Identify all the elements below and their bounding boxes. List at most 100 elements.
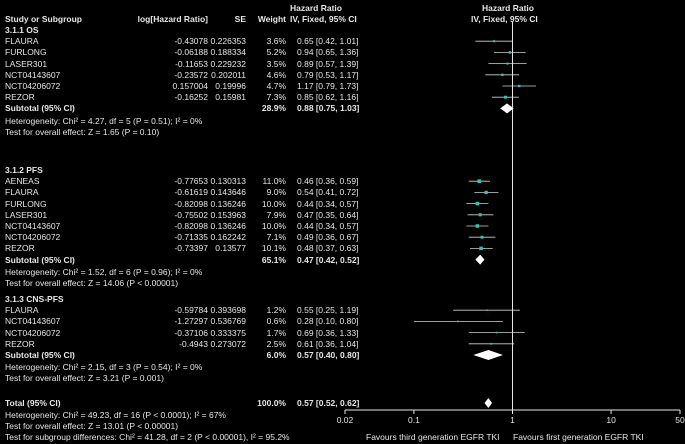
study-loghr: -1.27297 [174,316,208,327]
total-diamond [484,398,493,408]
study-se: 0.333375 [210,327,246,338]
overall-effect: Test for overall effect: Z = 3.21 (P = 0… [5,373,164,384]
study-ci: 0.89 [0.57, 1.39] [297,58,359,69]
study-se: 0.536769 [210,316,246,327]
study-weight: 5.2% [266,47,286,58]
study-weight: 11.0% [262,176,286,187]
total-heterogeneity: Heterogeneity: Chi² = 49.23, df = 16 (P … [5,410,226,420]
study-ci: 0.47 [0.35, 0.64] [297,209,359,220]
study-name: LASER301 [5,58,48,69]
study-weight: 10.0% [261,221,286,231]
point-1-1 [484,190,488,195]
group-title: 3.1.1 OS [5,25,39,35]
header-hr-line1: Hazard Ratio [290,3,342,13]
x-tick-label-3: 10 [606,415,616,425]
study-se: 0.162242 [210,232,246,243]
header-hr-line2: IV, Fixed, 95% CI [290,14,357,24]
study-ci: 0.85 [0.62, 1.16] [297,92,359,103]
point-2-1 [457,320,459,323]
subtotal-label: Subtotal (95% CI) [5,350,75,360]
study-loghr: -0.61619 [174,187,208,198]
study-weight: 0.6% [266,316,286,327]
study-loghr: -0.37106 [174,327,208,338]
x-tick-label-2: 1 [510,415,515,425]
study-weight: 4.6% [266,69,286,80]
study-ci: 0.44 [0.34, 0.57] [297,198,359,209]
study-se: 0.143646 [210,187,246,198]
study-weight: 7.9% [266,209,286,220]
point-0-5 [504,95,508,99]
subtotal-ci: 0.57 [0.40, 0.80] [297,350,360,360]
study-loghr: -0.82098 [174,221,208,231]
study-se: 0.226353 [210,36,246,47]
study-se: 0.153963 [210,209,246,220]
study-name: AENEAS [5,176,40,187]
x-tick-label-0: 0.02 [337,415,354,425]
study-loghr: -0.75502 [174,209,208,220]
point-0-1 [508,51,512,54]
study-ci: 0.46 [0.36, 0.59] [297,176,359,187]
study-se: 0.13577 [215,243,246,254]
study-se: 0.188334 [210,47,246,58]
study-weight: 3.5% [266,58,286,69]
subtotal-label: Subtotal (95% CI) [5,254,75,265]
study-loghr: 0.157004 [172,81,208,91]
total-ci: 0.57 [0.52, 0.62] [297,398,360,408]
total-overall-effect: Test for overall effect: Z = 13.01 (P < … [5,421,179,431]
study-loghr: -0.06188 [174,47,208,58]
study-name: NCT04206072 [5,327,61,338]
study-ci: 0.79 [0.53, 1.17] [297,69,359,80]
study-weight: 10.0% [261,198,286,209]
x-tick-label-4: 50 [675,415,685,425]
study-name: REZOR [5,338,35,349]
study-loghr: -0.43078 [174,36,208,47]
study-weight: 4.7% [266,81,286,91]
header-study: Study or Subgroup [5,14,82,24]
subtotal-label: Subtotal (95% CI) [5,103,75,114]
study-weight: 3.6% [266,36,286,47]
study-weight: 1.7% [266,327,286,338]
point-1-3 [478,213,482,217]
study-ci: 0.48 [0.37, 0.63] [297,243,359,254]
study-weight: 2.5% [266,338,286,349]
study-loghr: -0.16252 [174,92,208,103]
header-se: SE [234,14,246,24]
study-ci: 1.17 [0.79, 1.73] [297,81,359,91]
point-1-0 [477,179,482,184]
header-plot-line1: Hazard Ratio [482,3,534,13]
favours-right: Favours first generation EGFR TKI [513,432,644,442]
overall-effect: Test for overall effect: Z = 1.65 (P = 0… [5,126,160,137]
study-se: 0.136246 [210,198,246,209]
point-1-4 [475,224,480,228]
subtotal-weight: 28.9% [261,103,286,114]
point-1-2 [475,201,480,206]
subtotal-weight: 6.0% [266,350,286,360]
point-2-0 [486,309,488,311]
study-ci: 0.61 [0.36, 1.04] [297,338,359,349]
study-loghr: -0.82098 [174,198,208,209]
study-se: 0.136246 [210,221,246,231]
study-loghr: -0.11653 [175,58,208,69]
group-title: 3.1.3 CNS-PFS [5,294,64,304]
subtotal-ci: 0.47 [0.42, 0.52] [297,254,360,265]
study-ci: 0.69 [0.36, 1.33] [297,327,359,338]
study-ci: 0.49 [0.36, 0.67] [297,232,359,243]
point-2-3 [490,342,493,345]
study-name: NCT04206072 [5,232,61,243]
study-loghr: -0.77653 [174,176,208,187]
study-name: NCT04143607 [5,221,61,231]
point-1-6 [479,246,483,251]
study-ci: 0.65 [0.42, 1.01] [297,36,359,47]
study-name: NCT04143607 [5,316,61,327]
total-label: Total (95% CI) [5,398,61,408]
study-se: 0.19996 [215,81,246,91]
study-name: NCT04206072 [5,81,61,91]
study-weight: 1.2% [266,305,286,316]
point-0-0 [493,40,496,43]
subtotal-weight: 65.1% [261,254,286,265]
heterogeneity: Heterogeneity: Chi² = 2.15, df = 3 (P = … [5,362,203,373]
study-loghr: -0.59784 [174,305,208,316]
group-title: 3.1.2 PFS [5,165,43,175]
study-ci: 0.54 [0.41, 0.72] [297,187,359,198]
